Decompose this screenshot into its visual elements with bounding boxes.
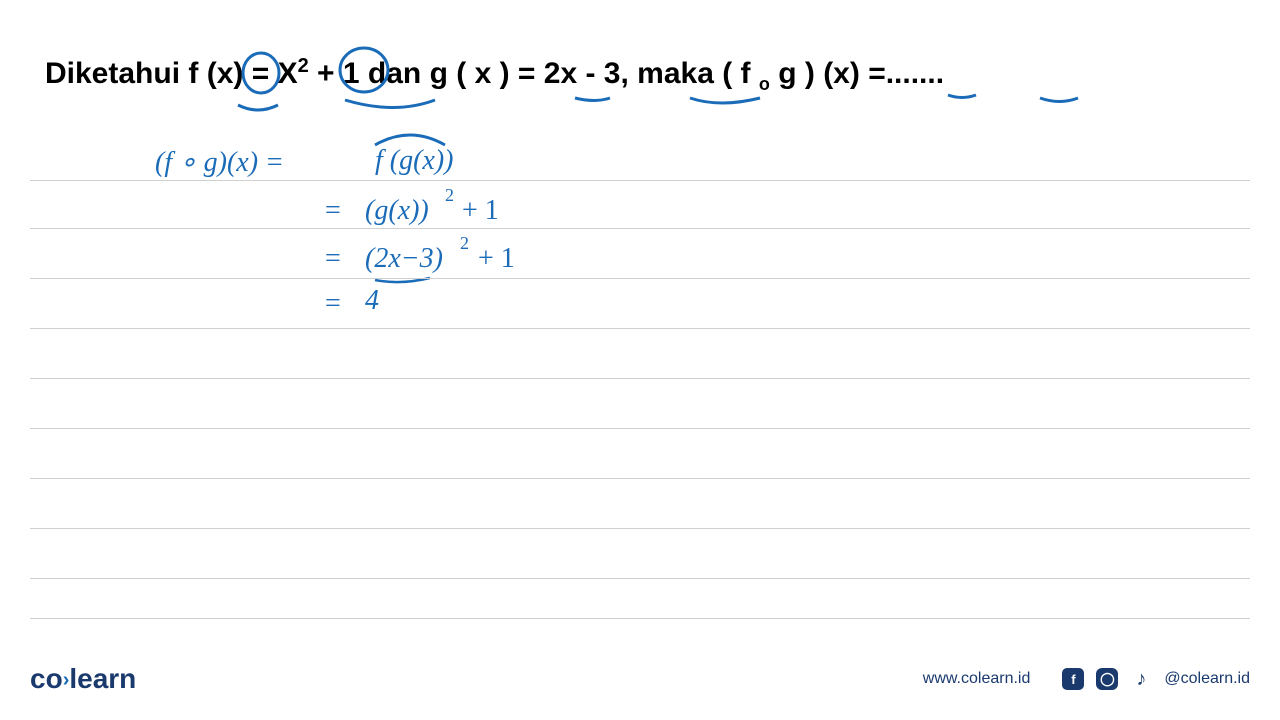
ruled-line: [30, 528, 1250, 529]
social-handle: @colearn.id: [1164, 670, 1250, 688]
work-line3-eq: =: [325, 243, 341, 275]
underline-x2plus1: [345, 100, 435, 108]
underline-2x3: [690, 98, 760, 103]
underline-o: [948, 95, 976, 98]
tiktok-icon: ♪: [1130, 668, 1152, 690]
work-line4-eq: =: [325, 288, 341, 320]
ruled-line: [30, 278, 1250, 279]
logo-learn: learn: [69, 663, 136, 694]
footer: co›learn www.colearn.id f ◯ ♪ @colearn.i…: [30, 663, 1250, 695]
work-line2-eq: =: [325, 195, 341, 227]
ruled-line: [30, 180, 1250, 181]
ruled-line: [30, 228, 1250, 229]
underline-gx: [575, 98, 610, 101]
problem-part3: + 1 dan g ( x ) = 2x - 3, maka ( f: [309, 57, 759, 90]
problem-x2: X: [278, 57, 298, 90]
ruled-line: [30, 578, 1250, 579]
instagram-icon: ◯: [1096, 668, 1118, 690]
annotation-overlay: [0, 0, 1280, 720]
ruled-line: [30, 378, 1250, 379]
facebook-icon: f: [1062, 668, 1084, 690]
work-line4-start: 4: [365, 285, 379, 317]
ruled-line: [30, 618, 1250, 619]
arc-fgx: [375, 135, 445, 145]
work-line3-sup: 2: [460, 233, 469, 254]
work-line1-lhs: (f ∘ g)(x) =: [155, 145, 284, 179]
work-line2-gx: (g(x)): [365, 195, 429, 227]
problem-x1: x: [217, 57, 234, 90]
work-line2-sup: 2: [445, 185, 454, 206]
problem-sup: 2: [298, 55, 309, 77]
underline-x1: [238, 105, 278, 110]
problem-statement: Diketahui f (x) = X2 + 1 dan g ( x ) = 2…: [45, 55, 944, 95]
website-url: www.colearn.id: [923, 670, 1031, 688]
logo: co›learn: [30, 663, 136, 695]
work-line3-expr: (2x−3): [365, 243, 443, 275]
work-line2-plus1: + 1: [462, 195, 499, 227]
work-line1-rhs: f (g(x)): [375, 145, 454, 177]
problem-part4: g ) (x) =.......: [770, 57, 944, 90]
problem-sub-o: o: [759, 74, 770, 94]
problem-part2: ) =: [233, 57, 277, 90]
problem-part1: Diketahui f (: [45, 57, 217, 90]
work-line3-plus1: + 1: [478, 243, 515, 275]
logo-co: co: [30, 663, 63, 694]
underline-finalx: [1040, 98, 1078, 102]
ruled-line: [30, 328, 1250, 329]
ruled-line: [30, 478, 1250, 479]
ruled-line: [30, 428, 1250, 429]
footer-right: www.colearn.id f ◯ ♪ @colearn.id: [923, 668, 1250, 690]
